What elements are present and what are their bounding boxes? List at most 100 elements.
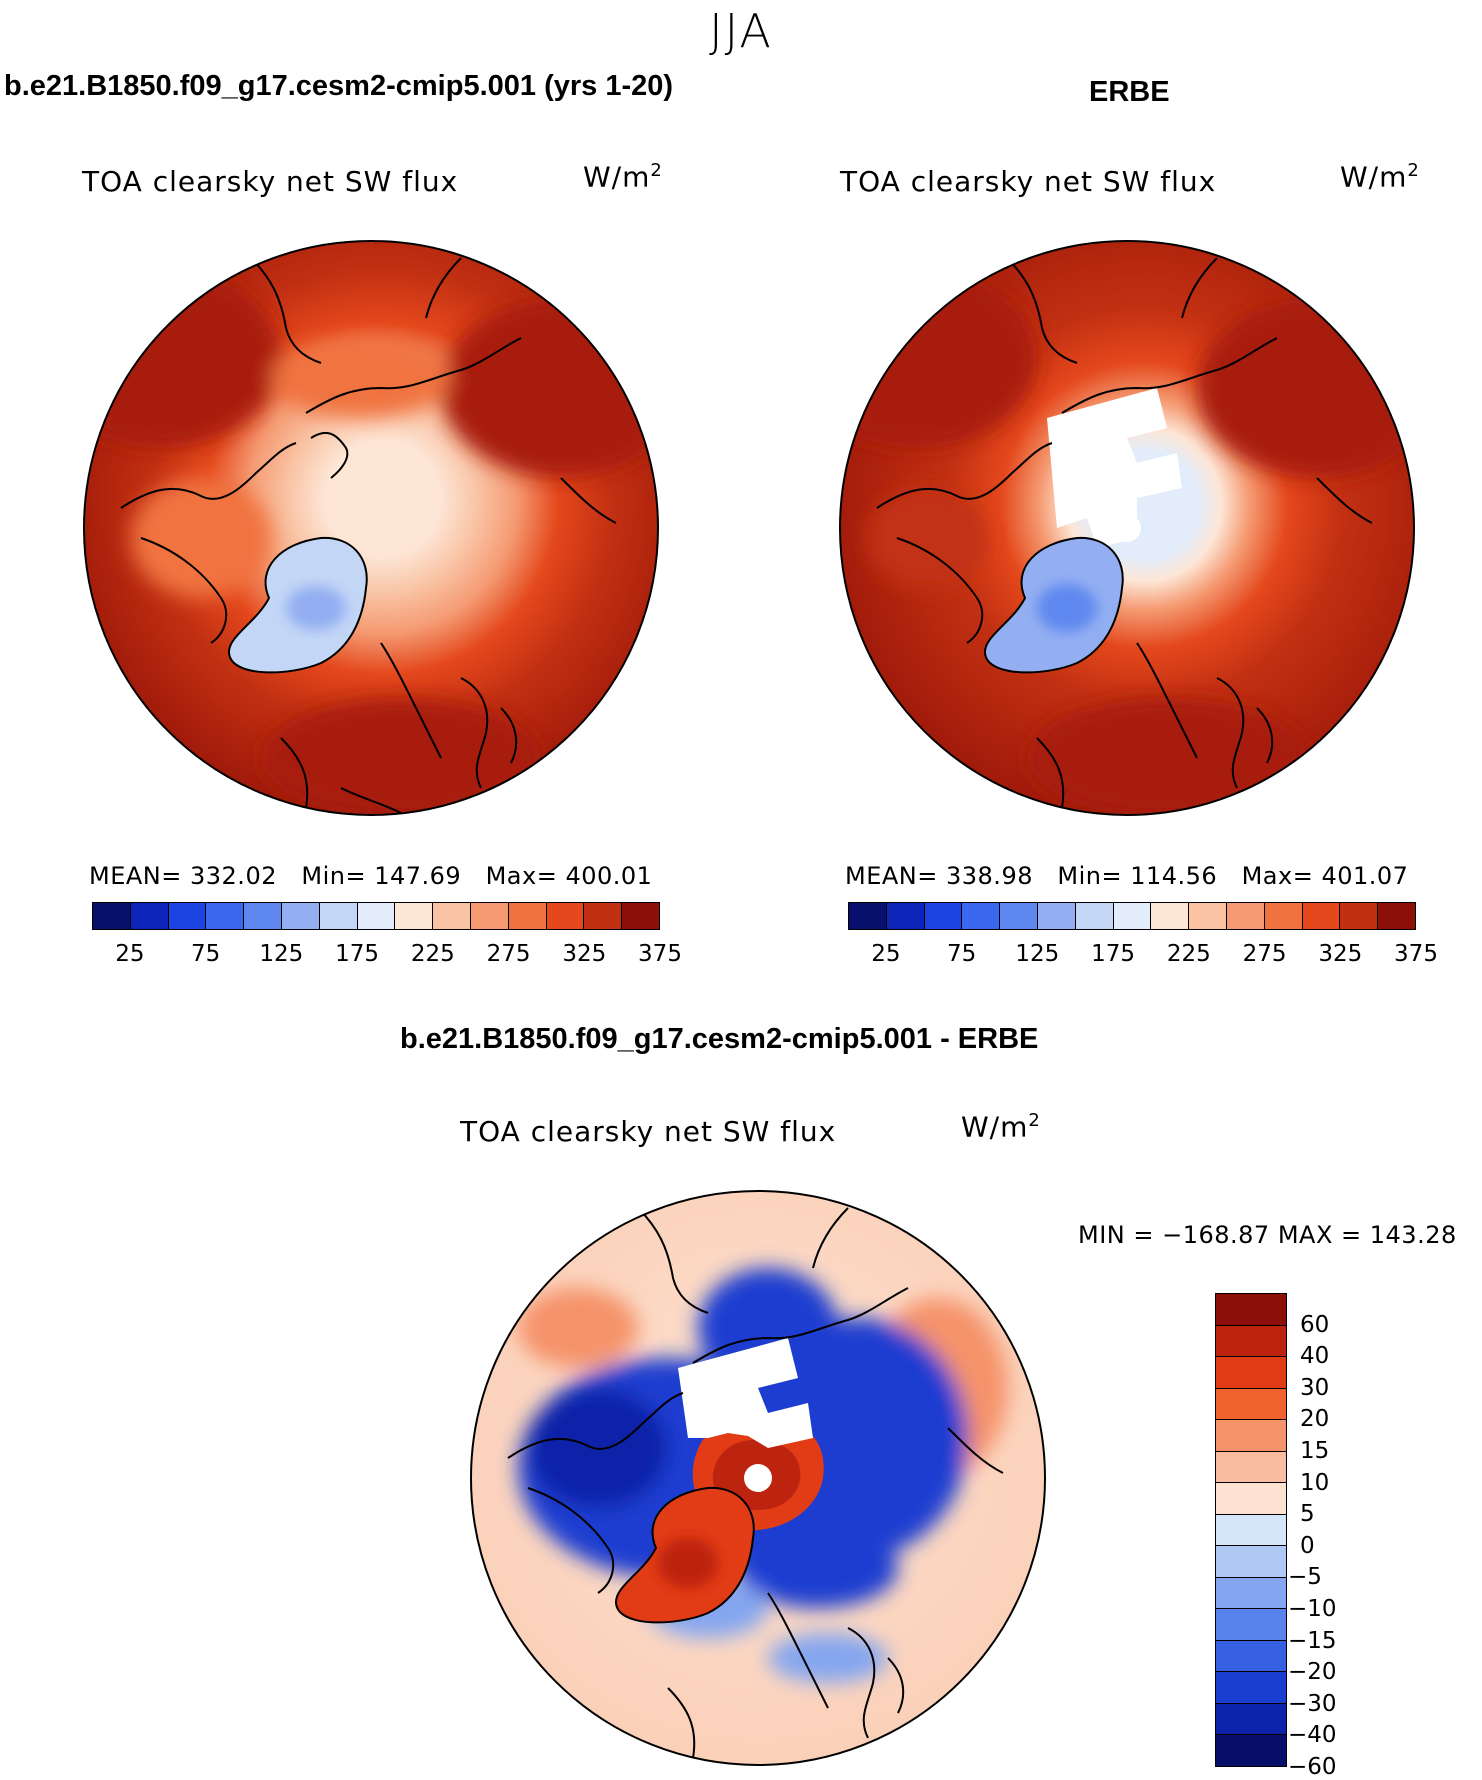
colorbar-tick-label: 375 <box>638 941 682 967</box>
colorbar-swatch <box>546 903 585 929</box>
colorbar-swatch <box>93 903 131 929</box>
colorbar-swatch <box>1264 903 1303 929</box>
colorbar-tick-label: 15 <box>1300 1438 1330 1464</box>
colorbar-swatch <box>1216 1325 1286 1358</box>
colorbar-swatch <box>168 903 207 929</box>
colorbar-tick-label: 125 <box>259 941 304 967</box>
colorbar-swatch <box>962 903 1001 929</box>
colorbar-swatch <box>886 903 925 929</box>
missing-data-region <box>678 1338 813 1448</box>
panel-3-title: b.e21.B1850.f09_g17.cesm2-cmip5.001 - ER… <box>400 1023 1039 1055</box>
colorbar-swatch <box>470 903 509 929</box>
colorbar-swatch <box>433 903 471 929</box>
colorbar-swatch <box>584 903 623 929</box>
colorbar-tick-label: 10 <box>1300 1469 1330 1496</box>
colorbar-swatch <box>244 903 282 929</box>
colorbar-swatch <box>1216 1735 1286 1766</box>
panel-1-title: b.e21.B1850.f09_g17.cesm2-cmip5.001 (yrs… <box>4 70 674 102</box>
colorbar-swatch <box>206 903 245 929</box>
colorbar-swatch <box>319 903 358 929</box>
colorbar-tick-label: 375 <box>1394 941 1438 967</box>
colorbar-swatch <box>1378 903 1415 929</box>
colorbar-swatch <box>1151 903 1190 929</box>
missing-data-region <box>1047 388 1182 548</box>
colorbar-swatch <box>1216 1420 1286 1452</box>
colorbar-tick-label: 275 <box>486 941 531 967</box>
colorbar-tick-label: −15 <box>1288 1627 1337 1654</box>
colorbar-swatch <box>1000 903 1038 929</box>
colorbar-swatch <box>1216 1703 1286 1736</box>
colorbar-swatch <box>1216 1672 1286 1704</box>
colorbar-tick-label: −10 <box>1288 1596 1337 1622</box>
colorbar-swatch <box>357 903 396 929</box>
colorbar-tick-label: 275 <box>1242 941 1287 967</box>
panel-1-colorbar <box>92 902 660 930</box>
colorbar-swatch <box>1340 903 1379 929</box>
colorbar-tick-label: 0 <box>1300 1532 1315 1559</box>
colorbar-swatch <box>1216 1609 1286 1641</box>
colorbar-swatch <box>395 903 434 929</box>
colorbar-swatch <box>1226 903 1265 929</box>
colorbar-tick-label: −40 <box>1288 1722 1337 1749</box>
panel-1-units: W/m2 <box>583 160 663 194</box>
colorbar-tick-label: −20 <box>1288 1659 1337 1686</box>
colorbar-tick-label: −5 <box>1288 1564 1322 1591</box>
colorbar-tick-label: 325 <box>562 941 607 967</box>
colorbar-swatch <box>849 903 887 929</box>
colorbar-swatch <box>1216 1514 1286 1547</box>
colorbar-swatch <box>1113 903 1152 929</box>
colorbar-swatch <box>1037 903 1076 929</box>
season-title: JJA <box>709 4 773 58</box>
panel-2-colorbar-ticks: 25 75 125 175 225 275 325 375 <box>848 941 1438 971</box>
colorbar-swatch <box>1075 903 1114 929</box>
colorbar-tick-label: −60 <box>1288 1754 1337 1780</box>
colorbar-tick-label: 125 <box>1015 941 1060 967</box>
colorbar-swatch <box>1216 1388 1286 1421</box>
colorbar-tick-label: 20 <box>1300 1406 1330 1433</box>
colorbar-swatch <box>281 903 320 929</box>
panel-1-map <box>83 240 659 816</box>
panel-3-units: W/m2 <box>961 1110 1041 1144</box>
colorbar-swatch <box>1216 1451 1286 1484</box>
colorbar-tick-label: 25 <box>115 941 145 967</box>
colorbar-tick-label: 60 <box>1300 1311 1330 1338</box>
colorbar-swatch <box>508 903 547 929</box>
colorbar-swatch <box>1216 1640 1286 1673</box>
panel-2-map <box>839 240 1415 816</box>
panel-3-colorbar-labels: 60 40 30 20 15 10 5 0 −5 −10 −15 −20 −30 −40 −60 <box>1288 1293 1420 1780</box>
colorbar-tick-label: 40 <box>1300 1343 1330 1370</box>
panel-2-colorbar <box>848 902 1416 930</box>
colorbar-swatch <box>1216 1357 1286 1389</box>
panel-2-title: ERBE <box>1089 76 1170 108</box>
colorbar-tick-label: 325 <box>1318 941 1363 967</box>
panel-3-minmax: MIN = −168.87 MAX = 143.28 <box>1078 1221 1457 1249</box>
panel-3-map <box>470 1190 1046 1766</box>
colorbar-swatch <box>1216 1577 1286 1610</box>
panel-3-variable: TOA clearsky net SW flux <box>460 1115 837 1148</box>
colorbar-tick-label: 225 <box>410 941 455 967</box>
panel-1-variable: TOA clearsky net SW flux <box>82 165 459 198</box>
colorbar-tick-label: 5 <box>1300 1501 1315 1528</box>
colorbar-swatch <box>622 903 659 929</box>
colorbar-tick-label: 75 <box>190 941 221 967</box>
colorbar-tick-label: 25 <box>871 941 901 967</box>
colorbar-swatch <box>924 903 963 929</box>
colorbar-tick-label: 75 <box>946 941 977 967</box>
panel-1-stats: MEAN= 332.02 Min= 147.69 Max= 400.01 <box>89 862 653 890</box>
colorbar-tick-label: 225 <box>1166 941 1211 967</box>
panel-2-units: W/m2 <box>1340 160 1420 194</box>
colorbar-tick-label: 175 <box>1091 941 1136 967</box>
colorbar-tick-label: −30 <box>1288 1690 1337 1717</box>
colorbar-swatch <box>1189 903 1227 929</box>
colorbar-swatch <box>1302 903 1341 929</box>
colorbar-swatch <box>1216 1483 1286 1515</box>
panel-2-stats: MEAN= 338.98 Min= 114.56 Max= 401.07 <box>845 862 1409 890</box>
colorbar-swatch <box>130 903 169 929</box>
colorbar-swatch <box>1216 1546 1286 1578</box>
panel-2-variable: TOA clearsky net SW flux <box>840 165 1217 198</box>
colorbar-tick-label: 30 <box>1300 1374 1330 1401</box>
panel-3-colorbar <box>1215 1293 1287 1767</box>
colorbar-tick-label: 175 <box>335 941 380 967</box>
colorbar-swatch <box>1216 1294 1286 1326</box>
panel-1-colorbar-ticks: 25 75 125 175 225 275 325 375 <box>92 941 682 971</box>
